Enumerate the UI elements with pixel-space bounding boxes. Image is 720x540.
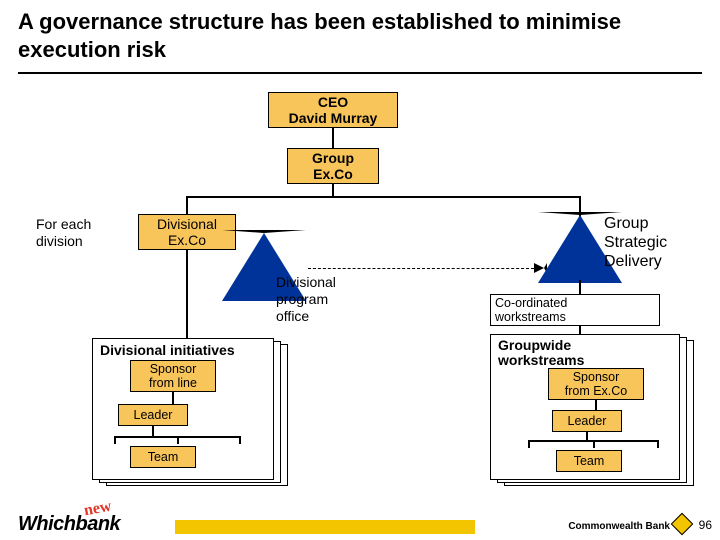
cba-diamond-icon bbox=[671, 513, 694, 536]
connector bbox=[114, 436, 116, 444]
box-ceo: CEO David Murray bbox=[268, 92, 398, 128]
box-sponsor-from-exco: Sponsor from Ex.Co bbox=[548, 368, 644, 400]
page-number: 96 bbox=[699, 518, 712, 532]
connector bbox=[579, 326, 581, 334]
connector bbox=[593, 440, 595, 448]
divisional-exco-line1: Divisional bbox=[157, 216, 217, 232]
dashed-connector bbox=[308, 268, 534, 269]
connector bbox=[586, 432, 588, 440]
box-sponsor-from-line: Sponsor from line bbox=[130, 360, 216, 392]
ceo-line2: David Murray bbox=[289, 110, 378, 126]
title-rule bbox=[18, 72, 702, 74]
yellow-bar bbox=[175, 520, 475, 534]
box-group-exco: Group Ex.Co bbox=[287, 148, 379, 184]
connector bbox=[186, 196, 580, 198]
connector bbox=[579, 280, 581, 294]
group-exco-line1: Group bbox=[312, 150, 354, 166]
connector bbox=[595, 400, 597, 410]
label-for-each-division: For each division bbox=[36, 216, 126, 250]
logo-which: Which bbox=[18, 513, 76, 535]
connector bbox=[152, 426, 154, 436]
label-divisional-initiatives: Divisional initiatives bbox=[100, 342, 235, 359]
connector bbox=[332, 128, 334, 148]
connector bbox=[186, 250, 188, 340]
connector bbox=[657, 440, 659, 448]
label-divisional-program-office: Divisional program office bbox=[276, 274, 376, 324]
connector bbox=[528, 440, 530, 448]
divisional-exco-line2: Ex.Co bbox=[168, 232, 206, 248]
box-team-right: Team bbox=[556, 450, 622, 472]
connector bbox=[177, 436, 179, 444]
group-exco-line2: Ex.Co bbox=[313, 166, 353, 182]
logo-bank: bank bbox=[76, 513, 121, 535]
connector bbox=[172, 392, 174, 404]
slide-title: A governance structure has been establis… bbox=[18, 8, 702, 63]
logo-whichbank: Whichbank bbox=[18, 513, 120, 536]
connector bbox=[186, 196, 188, 214]
brand-bar: new Whichbank Commonwealth Bank bbox=[0, 506, 720, 540]
connector bbox=[332, 184, 334, 196]
connector bbox=[239, 436, 241, 444]
ceo-line1: CEO bbox=[318, 94, 348, 110]
label-groupwide-workstreams: Groupwide workstreams bbox=[498, 338, 584, 369]
label-group-strategic-delivery: Group Strategic Delivery bbox=[604, 214, 704, 272]
box-leader-right: Leader bbox=[552, 410, 622, 432]
logo-commonwealth-bank: Commonwealth Bank bbox=[568, 521, 670, 532]
box-team-left: Team bbox=[130, 446, 196, 468]
box-leader-left: Leader bbox=[118, 404, 188, 426]
box-coordinated-workstreams: Co-ordinated workstreams bbox=[490, 294, 660, 326]
